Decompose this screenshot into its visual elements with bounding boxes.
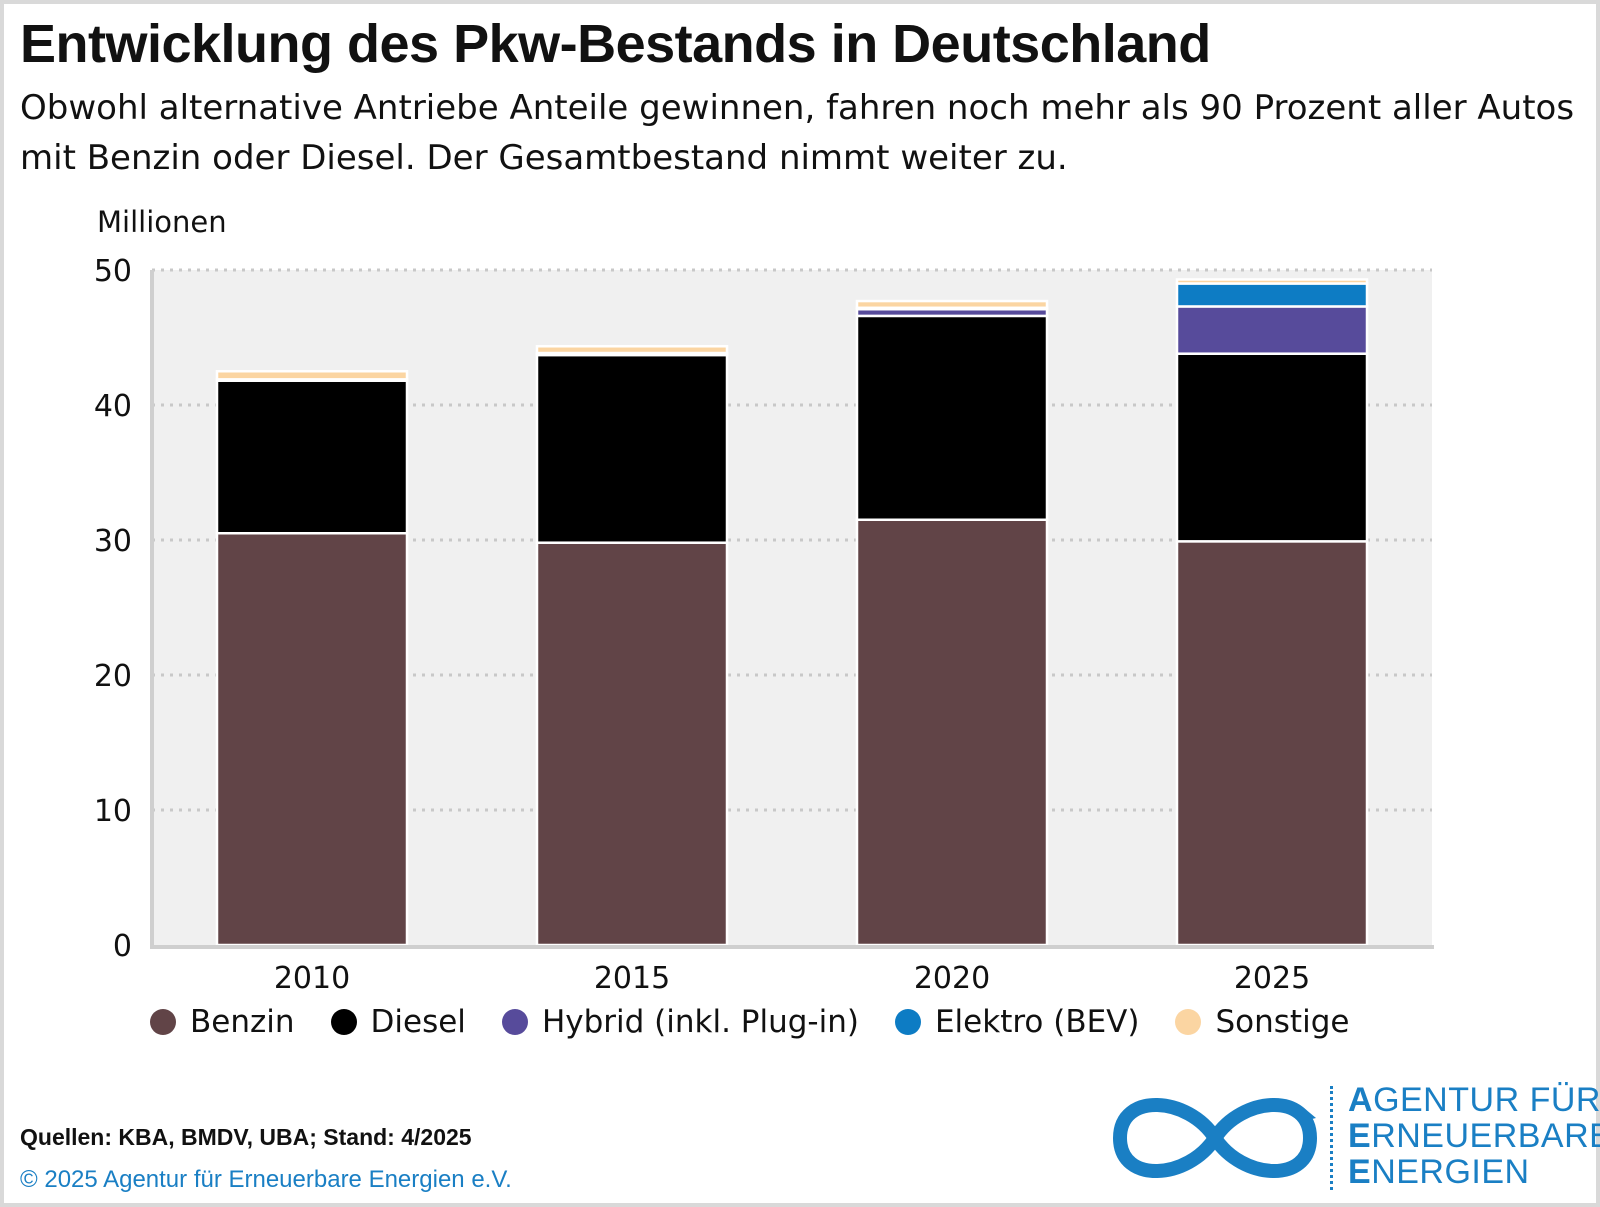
bar-2015-diesel [535, 353, 729, 544]
aee-logo: AGENTUR FÜR ERNEUERBARE ENERGIEN [1108, 1082, 1600, 1194]
bar-2015-sonstige [535, 345, 729, 355]
bar-2020-diesel [855, 314, 1049, 521]
bar-2010-benzin [215, 532, 409, 947]
infinity-logo-icon [1113, 1098, 1317, 1178]
y-tick-label-50: 50 [94, 254, 132, 289]
source-note: Quellen: KBA, BMDV, UBA; Stand: 4/2025 [20, 1124, 472, 1150]
legend-item-elektro: Elektro (BEV) [894, 1004, 1140, 1040]
logo-line-2: ERNEUERBARE [1348, 1117, 1600, 1155]
bar-2025-elektro [1175, 282, 1369, 308]
y-tick-label-40: 40 [94, 389, 132, 424]
legend-item-benzin: Benzin [150, 1004, 295, 1040]
legend-label-sonstige: Sonstige [1215, 1004, 1350, 1040]
bar-2025-sonstige [1175, 278, 1369, 285]
copyright-note: © 2025 Agentur für Erneuerbare Energien … [20, 1166, 512, 1193]
bar-2020-sonstige [855, 299, 1049, 310]
legend-label-elektro: Elektro (BEV) [934, 1004, 1140, 1040]
bar-2025-hybrid [1175, 305, 1369, 355]
y-tick-label-30: 30 [94, 524, 132, 559]
x-tick-label-2010: 2010 [274, 961, 350, 996]
x-tick-label-2015: 2015 [594, 961, 670, 996]
logo-line-3: ENERGIEN [1348, 1153, 1530, 1191]
logo-line-1: AGENTUR FÜR [1348, 1081, 1600, 1119]
legend-item-diesel: Diesel [330, 1004, 466, 1040]
grid-lines [152, 268, 1432, 812]
bars [215, 278, 1369, 947]
y-tick-label-10: 10 [94, 794, 132, 829]
bar-2020-benzin [855, 518, 1049, 947]
legend-label-benzin: Benzin [190, 1004, 295, 1040]
bar-2025-diesel [1175, 352, 1369, 543]
legend-swatch-diesel [330, 1009, 357, 1035]
legend-swatch-sonstige [1175, 1009, 1202, 1035]
y-axis-unit-label: Millionen [97, 205, 227, 239]
chart-title: Entwicklung des Pkw-Bestands in Deutschl… [20, 14, 1211, 74]
bar-2015-benzin [535, 541, 729, 947]
y-tick-label-0: 0 [113, 929, 132, 964]
legend-item-sonstige: Sonstige [1175, 1004, 1349, 1040]
chart-legend: Benzin Diesel Hybrid (inkl. Plug-in) Ele… [150, 1004, 1385, 1040]
legend-swatch-benzin [150, 1009, 176, 1035]
x-tick-label-2025: 2025 [1234, 961, 1310, 996]
stacked-bar-chart: 0 10 20 30 40 50 2010 2015 2020 2025 Millionen [94, 205, 1434, 996]
legend-item-hybrid: Hybrid (inkl. Plug-in) [501, 1004, 859, 1040]
x-tick-label-2020: 2020 [914, 961, 990, 996]
bar-2025-benzin [1175, 540, 1369, 947]
x-axis-ticks: 2010 2015 2020 2025 [274, 961, 1310, 996]
logo-wordmark: AGENTUR FÜR ERNEUERBARE ENERGIEN [1348, 1082, 1600, 1190]
chart-subtitle: Obwohl alternative Antriebe Anteile gewi… [20, 88, 1575, 178]
legend-swatch-hybrid [501, 1009, 528, 1035]
y-axis-ticks: 0 10 20 30 40 50 [94, 254, 132, 964]
bar-2010-diesel [215, 379, 409, 535]
y-tick-label-20: 20 [94, 659, 132, 694]
bar-2010-sonstige [215, 370, 409, 381]
legend-swatch-elektro [894, 1009, 921, 1035]
legend-label-hybrid: Hybrid (inkl. Plug-in) [541, 1004, 859, 1040]
logo-divider [1330, 1086, 1333, 1190]
legend-label-diesel: Diesel [370, 1004, 466, 1040]
